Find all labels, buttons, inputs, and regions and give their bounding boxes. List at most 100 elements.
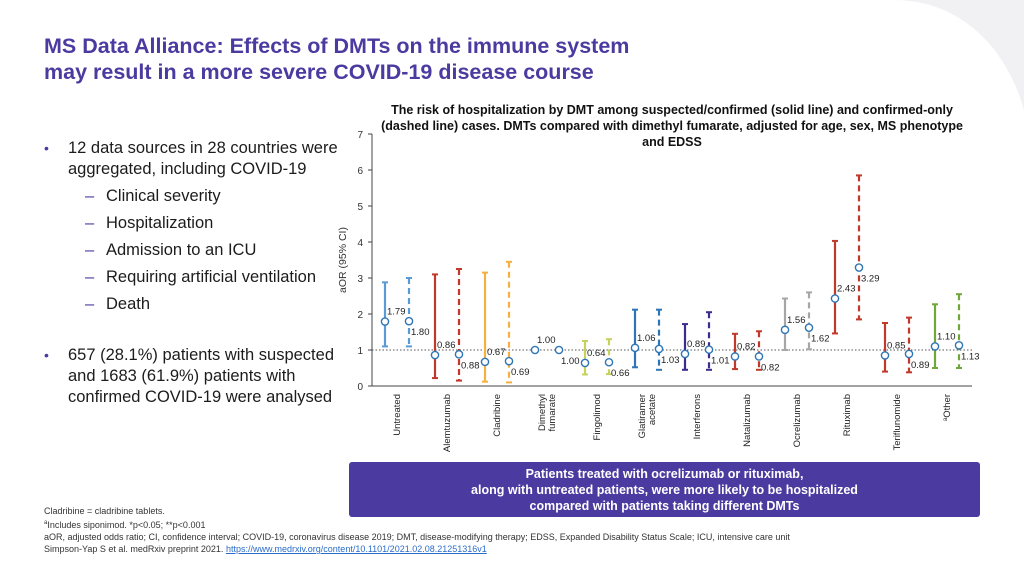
y-axis-label: aOR (95% CI) [337,227,349,293]
x-category-label: Interferons [692,394,703,440]
x-category-label: fumarate [547,394,558,432]
data-label: 2.43 [837,284,856,295]
title-line-2: may result in a more severe COVID-19 dis… [44,60,594,84]
x-category-label: Untreated [392,394,403,436]
point-estimate-dashed [904,349,914,359]
data-label: 1.10 [937,331,956,342]
data-label: 0.66 [611,368,630,379]
point-estimate-solid [430,350,440,360]
point-estimate-dashed [654,344,664,354]
callout-line-1: Patients treated with ocrelizumab or rit… [525,466,804,481]
y-tick-label: 5 [357,202,363,213]
bullet-dot: • [44,347,49,363]
point-estimate-solid [480,357,490,367]
data-label: 0.64 [587,348,606,359]
x-category-label: Fingolimod [592,394,603,440]
data-label: 1.00 [537,335,556,346]
data-label: 0.89 [911,360,930,371]
sub-text: Death [106,295,151,313]
footnote-cladribine: Cladribine = cladribine tablets. [44,506,165,516]
y-tick-label: 2 [357,310,363,321]
bullet-item-data-sources: • 12 data sources in 28 countries were a… [44,138,344,180]
dash-glyph: – [85,295,95,313]
bullet-dot: • [44,140,49,156]
point-estimate-dashed [404,316,414,326]
x-category-label: acetate [647,394,658,425]
page-title: MS Data Alliance: Effects of DMTs on the… [44,33,804,85]
category-superscript: a [943,417,949,421]
point-estimate-dashed [804,323,814,332]
point-estimate-dashed [604,357,614,367]
x-category-label: Ocrelizumab [792,394,803,447]
point-estimate-solid [880,351,890,360]
point-estimate-dashed [454,350,464,359]
y-tick-label: 7 [357,130,363,141]
bullet-text: 12 data sources in 28 countries were agg… [68,139,338,178]
data-label: 1.56 [787,315,806,326]
footnote-abbreviations: aOR, adjusted odds ratio; CI, confidence… [44,532,790,542]
point-estimate-solid [680,349,690,359]
data-label: 1.03 [661,355,680,366]
point-estimate-solid [380,317,390,326]
data-label: 1.79 [387,307,406,318]
y-tick-label: 3 [357,274,363,285]
sub-item-clinical-severity: – Clinical severity [44,186,344,207]
x-category-label: Natalizumab [742,394,753,447]
point-estimate-solid [730,352,740,361]
footnotes: Cladribine = cladribine tablets. aInclud… [44,505,1004,555]
reference-link[interactable]: https://www.medrxiv.org/content/10.1101/… [225,544,487,554]
data-label: 0.82 [761,362,780,373]
point-estimate-dashed [554,345,564,355]
footnote-siponimod: aIncludes siponimod. *p<0.05; **p<0.001 [44,517,1004,531]
data-label: 0.88 [461,360,480,371]
footnote-text: Includes siponimod. *p<0.05; **p<0.001 [47,520,206,530]
callout-line-3: compared with patients taking different … [529,498,800,513]
y-tick-label: 4 [357,238,363,249]
point-estimate-dashed [704,345,714,354]
decorative-curve [894,0,1024,110]
x-category-label: Rituximab [842,394,853,436]
point-estimate-solid [830,294,840,303]
data-label: 0.85 [887,340,906,351]
point-estimate-dashed [954,341,964,350]
data-label: 0.89 [687,339,706,350]
data-label: 1.80 [411,327,430,338]
data-label: 1.06 [637,333,656,344]
chart-title: The risk of hospitalization by DMT among… [381,103,963,149]
y-tick-label: 0 [357,382,363,393]
data-label: 0.86 [437,340,456,351]
sub-item-hospitalization: – Hospitalization [44,213,344,234]
data-label: 0.67 [487,347,506,358]
sub-text: Admission to an ICU [106,241,257,259]
y-tick-label: 6 [357,166,363,177]
x-category-label: Cladribine [492,394,503,437]
point-estimate-dashed [854,263,864,272]
callout-box: Patients treated with ocrelizumab or rit… [349,462,980,517]
data-label: 3.29 [861,274,880,285]
x-category-label: aOther [942,394,953,421]
data-label: 1.00 [561,356,580,367]
point-estimate-solid [630,343,640,353]
point-estimate-solid [780,325,790,335]
reference-text: Simpson-Yap S et al. medRxiv preprint 20… [44,544,224,554]
y-tick-label: 1 [357,346,363,357]
bullet-item-patients: • 657 (28.1%) patients with suspected an… [44,345,344,408]
footnote-reference: Simpson-Yap S et al. medRxiv preprint 20… [44,543,1004,555]
dash-glyph: – [85,187,95,205]
data-label: 0.69 [511,367,530,378]
footnote-marker: a [44,520,48,526]
data-label: 0.82 [737,341,756,352]
x-category-label: Teriflunomide [892,394,903,451]
sub-text: Hospitalization [106,214,214,232]
dash-glyph: – [85,214,95,232]
point-estimate-dashed [754,352,764,361]
point-estimate-solid [530,345,540,355]
point-estimate-dashed [504,356,514,366]
title-line-1: MS Data Alliance: Effects of DMTs on the… [44,34,630,58]
sub-text: Requiring artificial ventilation [106,268,317,286]
sub-item-ventilation: – Requiring artificial ventilation [44,267,344,288]
sub-item-icu: – Admission to an ICU [44,240,344,261]
data-label: 1.13 [961,351,980,362]
bullet-text: 657 (28.1%) patients with suspected and … [68,346,334,406]
sub-text: Clinical severity [106,187,221,205]
